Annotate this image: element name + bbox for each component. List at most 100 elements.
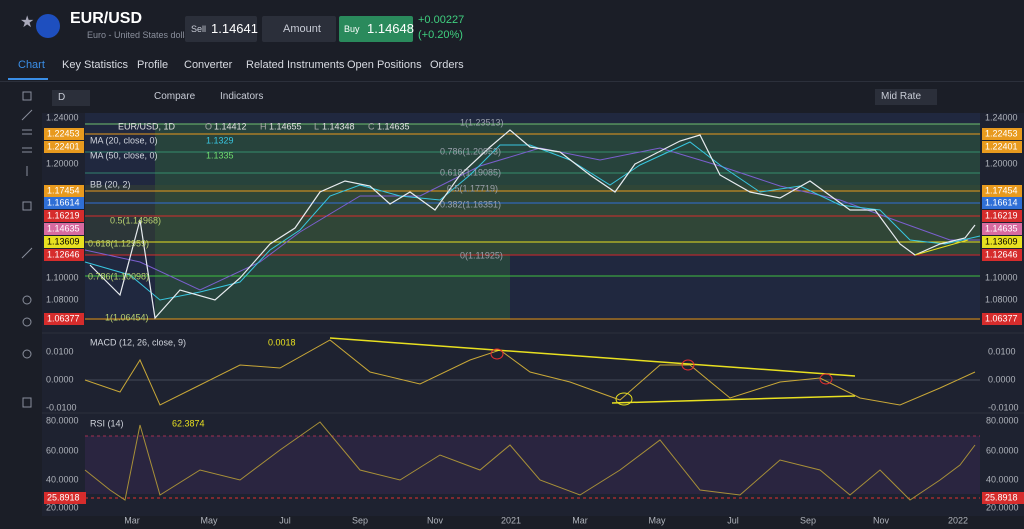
tab[interactable]: Orders: [430, 59, 464, 71]
marker: [819, 373, 833, 385]
price-level: 1.06377: [47, 313, 80, 323]
rsi-name: RSI (14): [90, 418, 124, 428]
price-level: 1.16219: [985, 210, 1018, 220]
price-tick: 1.20000: [46, 158, 79, 168]
x-tick-label: Sep: [800, 515, 816, 525]
rsi-tick: 80.0000: [46, 415, 79, 425]
price-type-select[interactable]: Mid Rate: [875, 89, 937, 105]
legend-text: 1.14412: [214, 121, 247, 131]
fib-zone: [85, 185, 980, 255]
price-level-badge: [44, 249, 84, 261]
macd-tick: -0.0100: [988, 402, 1019, 412]
price-level-badge: [44, 197, 84, 209]
x-tick-label: Jul: [279, 515, 291, 525]
marker: [490, 348, 504, 360]
sell-label: Sell: [191, 24, 207, 34]
tab[interactable]: Key Statistics: [62, 59, 129, 71]
tab[interactable]: Profile: [137, 59, 169, 71]
macd-tick: 0.0000: [46, 374, 74, 384]
level-lines: [85, 123, 980, 320]
rsi-tick: 20.0000: [46, 502, 79, 512]
interval-select[interactable]: D: [52, 90, 90, 106]
ma-line: [84, 141, 981, 301]
sell-price: 1.14641: [211, 21, 258, 36]
fib-label: 1(1.23513): [460, 117, 504, 127]
x-tick-label: Sep: [352, 515, 368, 525]
price-level-badge: [44, 236, 84, 248]
buy-button[interactable]: Buy 1.14648: [339, 16, 414, 42]
x-tick-label: Nov: [427, 515, 444, 525]
rsi-tick: 60.0000: [46, 445, 79, 455]
flag-icon: [36, 14, 60, 38]
symbol: EUR/USD: [70, 10, 143, 27]
price-level-badge: [982, 313, 1022, 325]
price-tick: 1.24000: [985, 112, 1018, 122]
price-tick: 1.10000: [46, 272, 79, 282]
marker: [681, 359, 695, 371]
macd-line: [84, 339, 976, 406]
indicator-name: MA (20, close, 0): [90, 135, 158, 145]
x-tick-label: Jul: [727, 515, 739, 525]
x-tick-label: Nov: [873, 515, 890, 525]
price-level: 1.06377: [985, 313, 1018, 323]
price-level: 1.22453: [47, 128, 80, 138]
macd-value: 0.0018: [268, 337, 296, 347]
price-level: 1.17454: [47, 185, 80, 195]
price-level-badge: [44, 210, 84, 222]
fib-label: 0.5(1.14968): [110, 215, 161, 225]
tab[interactable]: Open Positions: [347, 59, 422, 71]
price-level-badge: [44, 128, 84, 140]
price-level-badge: [982, 236, 1022, 248]
price-level: 1.22401: [47, 141, 80, 151]
fib-label: 0.382(1.16351): [440, 199, 501, 209]
tab[interactable]: Related Instruments: [246, 59, 345, 71]
tool-sidebar: [0, 84, 42, 529]
price-level-badge: [982, 185, 1022, 197]
rsi-tick: 40.0000: [46, 474, 79, 484]
sell-button[interactable]: Sell 1.14641: [185, 16, 258, 42]
trend-line: [914, 239, 969, 256]
rsi-band: [85, 436, 980, 494]
price-level-badge: [982, 197, 1022, 209]
fib-label: 0.5(1.17719): [447, 183, 498, 193]
fib-label: 0.786(1.20953): [440, 146, 501, 156]
rsi-tick: 40.0000: [986, 474, 1019, 484]
rsi-line: [84, 421, 976, 501]
indicators-button[interactable]: Indicators: [220, 91, 264, 102]
legend-text: C: [368, 121, 375, 131]
legend-text: 1.14348: [322, 121, 355, 131]
price-level-badge: [982, 249, 1022, 261]
labels: EUR/USD, 1D O 1.14412 H 1.14655 L 1.14348 C 1.14…: [44, 112, 1024, 525]
active-tab-indicator: [8, 78, 48, 80]
indicator-name: MA (50, close, 0): [90, 150, 158, 160]
indicator-name: BB (20, 2): [90, 179, 131, 189]
price-level: 1.22453: [985, 128, 1018, 138]
price-level: 1.16614: [47, 197, 80, 207]
price-tick: 1.08000: [46, 294, 79, 304]
legend-text: 1.14655: [269, 121, 302, 131]
rsi-value: 62.3874: [172, 418, 205, 428]
sidebar-tools: [21, 91, 33, 408]
rsi-level-badge: [44, 492, 86, 504]
tab[interactable]: Chart: [18, 59, 45, 71]
compare-button[interactable]: Compare: [154, 91, 196, 102]
macd-tick: -0.0100: [46, 402, 77, 412]
fib-label: 0.618(1.19085): [440, 167, 501, 177]
amount-input[interactable]: Amount: [262, 16, 336, 42]
price-tick: 1.20000: [985, 158, 1018, 168]
price-level: 1.16219: [47, 210, 80, 220]
legend-text: EUR/USD, 1D: [118, 121, 176, 131]
x-tick-label: 2021: [501, 515, 521, 525]
price-level: 1.16614: [985, 197, 1018, 207]
price-line: [89, 129, 976, 320]
price-level: 1.22401: [985, 141, 1018, 151]
indicator-value: 1.1329: [206, 135, 234, 145]
price-level: 1.13609: [985, 236, 1018, 246]
change-pct: (+0.20%): [418, 29, 463, 41]
price-level: 1.17454: [985, 185, 1018, 195]
x-tick-label: Mar: [124, 515, 140, 525]
tab[interactable]: Converter: [184, 59, 233, 71]
fib-zone: [155, 124, 510, 319]
